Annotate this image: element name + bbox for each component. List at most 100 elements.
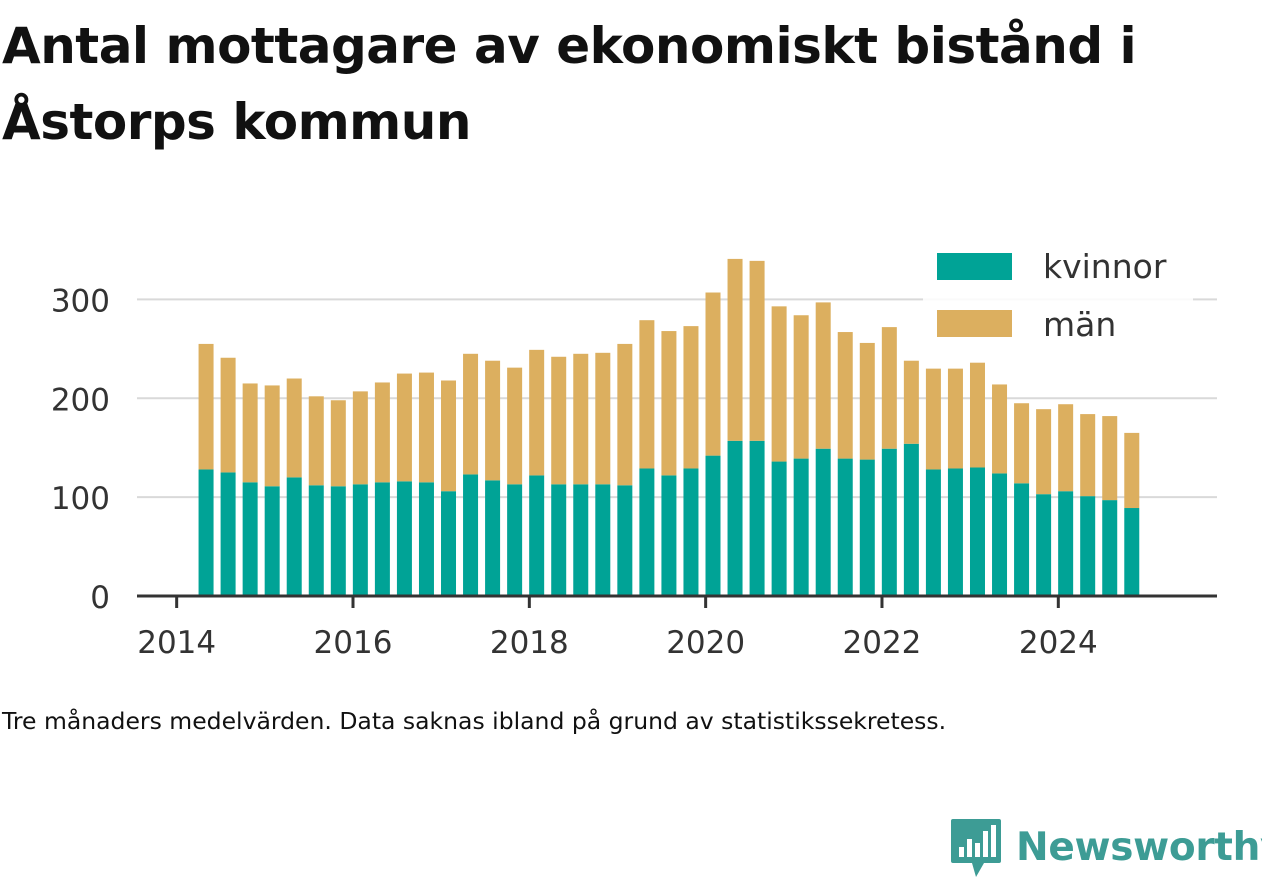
bar-män-2018-11 xyxy=(595,352,611,485)
bar-kvinnor-2024-05 xyxy=(1080,496,1096,596)
bar-kvinnor-2022-05 xyxy=(903,443,919,596)
bar-kvinnor-2014-11 xyxy=(242,482,258,596)
x-tick-label: 2022 xyxy=(843,625,922,661)
bar-kvinnor-2015-11 xyxy=(330,486,346,596)
legend-swatch-man xyxy=(937,310,1012,337)
bar-kvinnor-2016-11 xyxy=(418,482,434,596)
bar-kvinnor-2020-08 xyxy=(749,440,765,596)
bar-män-2015-11 xyxy=(330,400,346,487)
bar-kvinnor-2014-08 xyxy=(220,472,236,596)
bar-kvinnor-2015-08 xyxy=(308,485,324,596)
bar-män-2023-08 xyxy=(1014,403,1030,484)
chart-caption: Tre månaders medelvärden. Data saknas ib… xyxy=(2,707,947,735)
bar-män-2021-02 xyxy=(793,315,809,459)
bar-män-2024-05 xyxy=(1080,414,1096,497)
bar-kvinnor-2024-08 xyxy=(1102,500,1118,596)
bar-män-2014-08 xyxy=(220,357,236,473)
bar-män-2022-08 xyxy=(925,368,941,470)
bar-män-2018-02 xyxy=(529,349,545,476)
bar-män-2018-05 xyxy=(551,356,567,485)
bar-män-2019-08 xyxy=(661,331,677,476)
brand-logo: Newsworthy xyxy=(950,816,1262,880)
legend-swatch-kvinnor xyxy=(937,253,1012,280)
y-tick-label: 300 xyxy=(51,283,110,319)
bar-kvinnor-2021-08 xyxy=(837,458,853,596)
x-tick-label: 2014 xyxy=(137,625,216,661)
bar-män-2014-05 xyxy=(198,343,214,470)
bar-kvinnor-2022-08 xyxy=(925,469,941,596)
bar-män-2020-05 xyxy=(727,258,743,441)
chart-title: Antal mottagare av ekonomiskt bistånd i … xyxy=(2,17,1137,151)
bar-kvinnor-2018-02 xyxy=(529,475,545,596)
bar-män-2019-11 xyxy=(683,326,699,469)
bar-kvinnor-2022-11 xyxy=(947,468,963,596)
legend-label-kvinnor: kvinnor xyxy=(1043,247,1167,286)
bar-män-2021-05 xyxy=(815,302,831,449)
y-tick-label: 100 xyxy=(51,481,110,517)
bar-män-2016-05 xyxy=(374,382,390,483)
bar-kvinnor-2023-05 xyxy=(992,473,1008,596)
bar-kvinnor-2020-11 xyxy=(771,461,787,596)
x-axis-labels: 2014 2016 2018 2020 2022 2024 xyxy=(137,625,1098,661)
bar-män-2022-02 xyxy=(881,327,897,449)
bar-kvinnor-2019-05 xyxy=(639,468,655,596)
bar-män-2020-11 xyxy=(771,306,787,462)
bar-män-2015-02 xyxy=(264,385,280,487)
bar-män-2023-05 xyxy=(992,384,1008,474)
bar-kvinnor-2023-02 xyxy=(969,467,985,596)
bar-kvinnor-2017-11 xyxy=(507,484,523,596)
bar-män-2022-05 xyxy=(903,360,919,444)
bar-kvinnor-2023-11 xyxy=(1036,494,1052,596)
bar-män-2017-02 xyxy=(441,380,457,492)
bar-män-2021-08 xyxy=(837,332,853,459)
legend: kvinnor män xyxy=(923,242,1193,356)
bar-män-2019-02 xyxy=(617,343,633,486)
legend-label-man: män xyxy=(1043,305,1116,344)
bar-män-2016-11 xyxy=(418,372,434,483)
bar-män-2016-08 xyxy=(396,373,412,482)
y-tick-label: 0 xyxy=(90,580,110,616)
bar-män-2020-08 xyxy=(749,260,765,441)
bar-kvinnor-2015-02 xyxy=(264,486,280,596)
bar-kvinnor-2019-11 xyxy=(683,468,699,596)
bar-kvinnor-2016-05 xyxy=(374,482,390,596)
newsworthy-bar-chart-icon xyxy=(951,819,1001,877)
bar-kvinnor-2016-02 xyxy=(352,484,368,596)
brand-name: Newsworthy xyxy=(1016,825,1262,870)
x-tick-label: 2024 xyxy=(1019,625,1098,661)
bar-män-2018-08 xyxy=(573,353,589,485)
bars xyxy=(198,258,1140,596)
bar-kvinnor-2017-02 xyxy=(441,491,457,596)
y-axis-labels: 0 100 200 300 xyxy=(51,283,110,616)
bar-män-2023-11 xyxy=(1036,409,1052,495)
bar-kvinnor-2021-11 xyxy=(859,459,875,596)
bar-kvinnor-2022-02 xyxy=(881,448,897,596)
bar-män-2017-11 xyxy=(507,367,523,485)
bar-kvinnor-2021-02 xyxy=(793,458,809,596)
bar-kvinnor-2019-08 xyxy=(661,475,677,596)
bar-män-2020-02 xyxy=(705,292,721,456)
bar-kvinnor-2018-08 xyxy=(573,484,589,596)
x-axis xyxy=(137,594,1217,608)
bar-kvinnor-2018-05 xyxy=(551,484,567,596)
x-tick-label: 2020 xyxy=(666,625,745,661)
bar-män-2017-05 xyxy=(463,353,479,475)
bar-kvinnor-2024-11 xyxy=(1124,508,1140,596)
bar-kvinnor-2021-05 xyxy=(815,448,831,596)
bar-män-2015-08 xyxy=(308,396,324,486)
bar-män-2024-02 xyxy=(1058,404,1074,492)
bar-män-2014-11 xyxy=(242,383,258,483)
x-tick-label: 2018 xyxy=(490,625,569,661)
bar-män-2016-02 xyxy=(352,391,368,485)
bar-män-2024-08 xyxy=(1102,416,1118,501)
stacked-bar-chart: 0 100 200 300 2014 2016 2018 2020 2022 2024 kvin… xyxy=(50,242,1217,661)
bar-kvinnor-2017-05 xyxy=(463,474,479,596)
x-tick-label: 2016 xyxy=(314,625,393,661)
bar-män-2022-11 xyxy=(947,368,963,469)
bar-kvinnor-2023-08 xyxy=(1014,483,1030,596)
bar-kvinnor-2024-02 xyxy=(1058,491,1074,596)
bar-kvinnor-2018-11 xyxy=(595,484,611,596)
bar-män-2019-05 xyxy=(639,320,655,469)
bar-kvinnor-2019-02 xyxy=(617,485,633,596)
bar-män-2017-08 xyxy=(485,360,501,481)
